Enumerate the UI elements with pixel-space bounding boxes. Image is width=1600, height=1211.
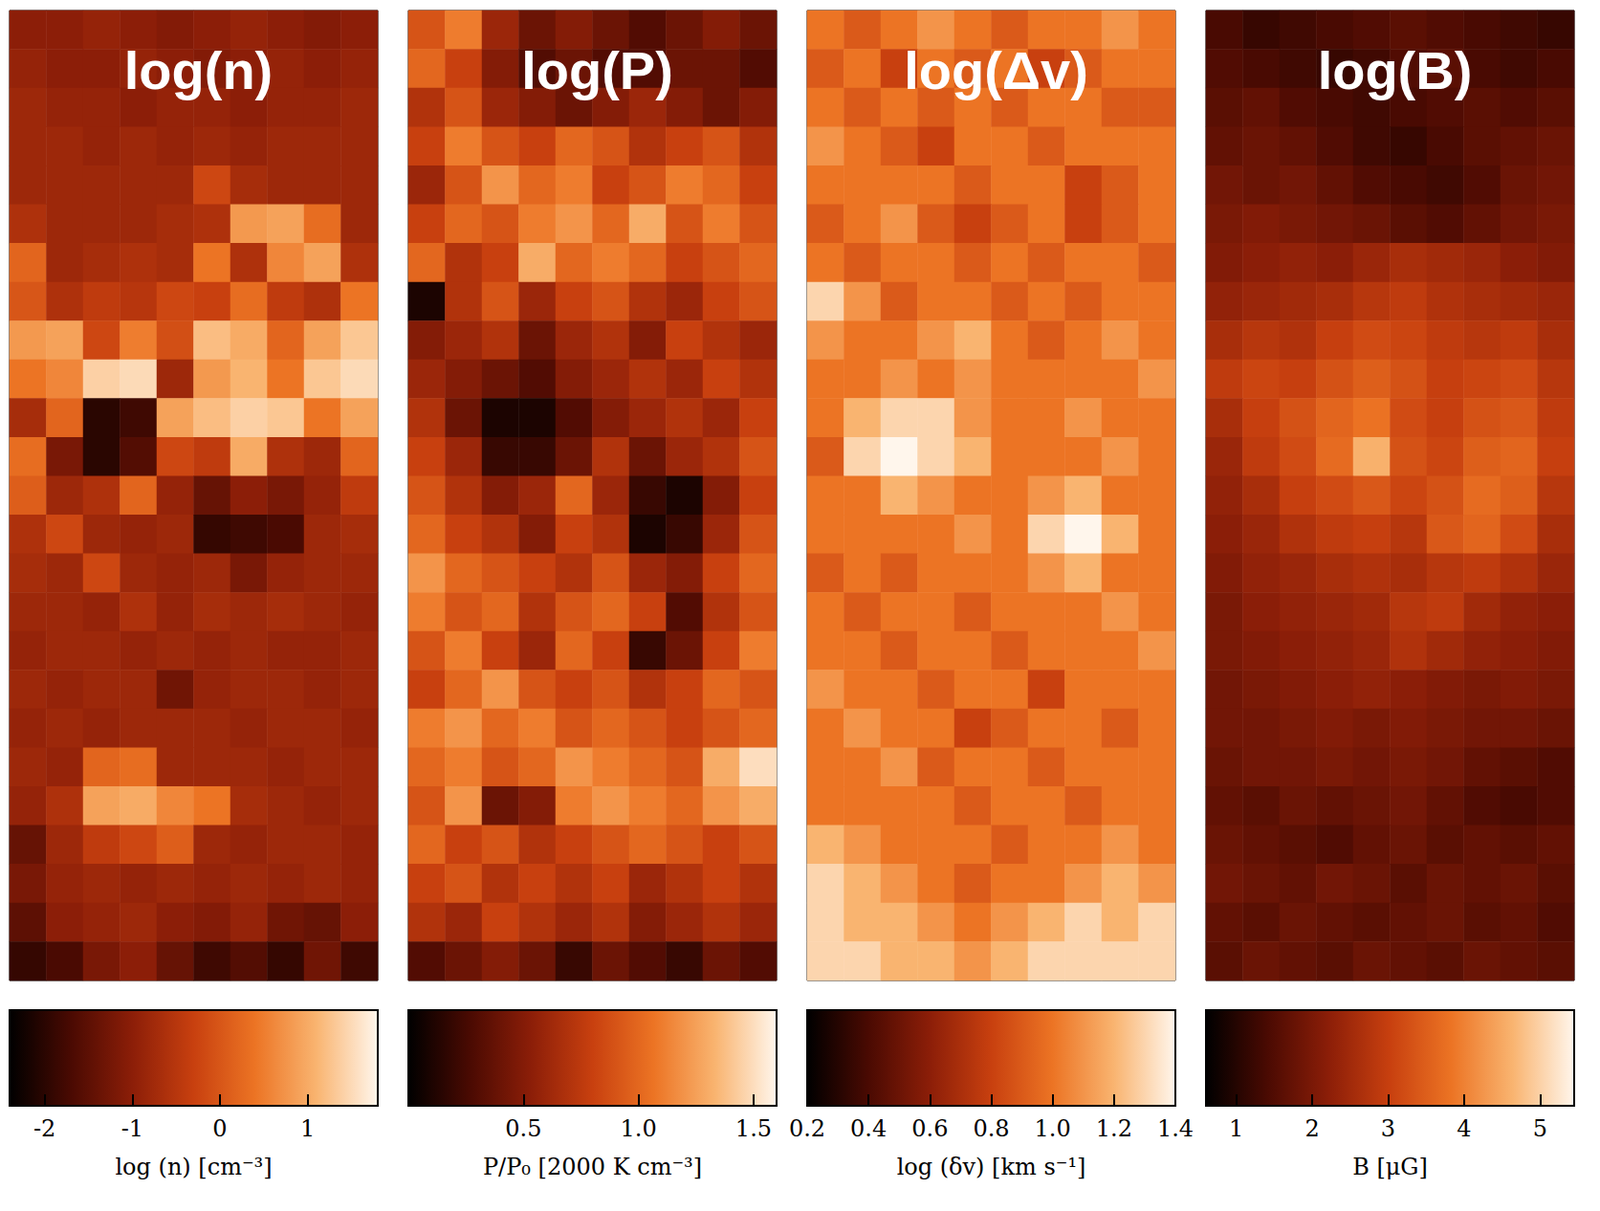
svg-text:B [μG]: B [μG] xyxy=(1352,1153,1428,1181)
svg-text:log (δv) [km s⁻¹]: log (δv) [km s⁻¹] xyxy=(897,1153,1087,1181)
svg-text:3: 3 xyxy=(1380,1115,1396,1142)
svg-text:log (n) [cm⁻³]: log (n) [cm⁻³] xyxy=(114,1153,272,1181)
svg-text:log(B): log(B) xyxy=(1317,40,1473,101)
svg-text:2: 2 xyxy=(1304,1115,1319,1142)
svg-text:0.2: 0.2 xyxy=(789,1115,826,1142)
svg-text:1.0: 1.0 xyxy=(620,1115,658,1142)
svg-text:log(P): log(P) xyxy=(521,40,674,101)
svg-text:1.5: 1.5 xyxy=(735,1115,772,1142)
svg-text:0: 0 xyxy=(212,1115,227,1142)
svg-text:4: 4 xyxy=(1456,1115,1471,1142)
svg-text:5: 5 xyxy=(1533,1115,1548,1142)
svg-text:0.8: 0.8 xyxy=(972,1115,1009,1142)
svg-text:1.0: 1.0 xyxy=(1034,1115,1072,1142)
svg-text:0.6: 0.6 xyxy=(911,1115,948,1142)
svg-text:log(Δv): log(Δv) xyxy=(903,40,1089,101)
svg-text:0.4: 0.4 xyxy=(850,1115,887,1142)
svg-text:log(n): log(n) xyxy=(124,40,273,101)
svg-text:1: 1 xyxy=(1228,1115,1244,1142)
svg-text:1: 1 xyxy=(300,1115,315,1142)
svg-text:0.5: 0.5 xyxy=(504,1115,542,1142)
svg-text:1.4: 1.4 xyxy=(1157,1115,1194,1142)
svg-text:1.2: 1.2 xyxy=(1095,1115,1133,1142)
svg-text:P/P₀ [2000 K cm⁻³]: P/P₀ [2000 K cm⁻³] xyxy=(482,1153,702,1181)
svg-text:-2: -2 xyxy=(33,1115,56,1142)
svg-text:-1: -1 xyxy=(121,1115,144,1142)
